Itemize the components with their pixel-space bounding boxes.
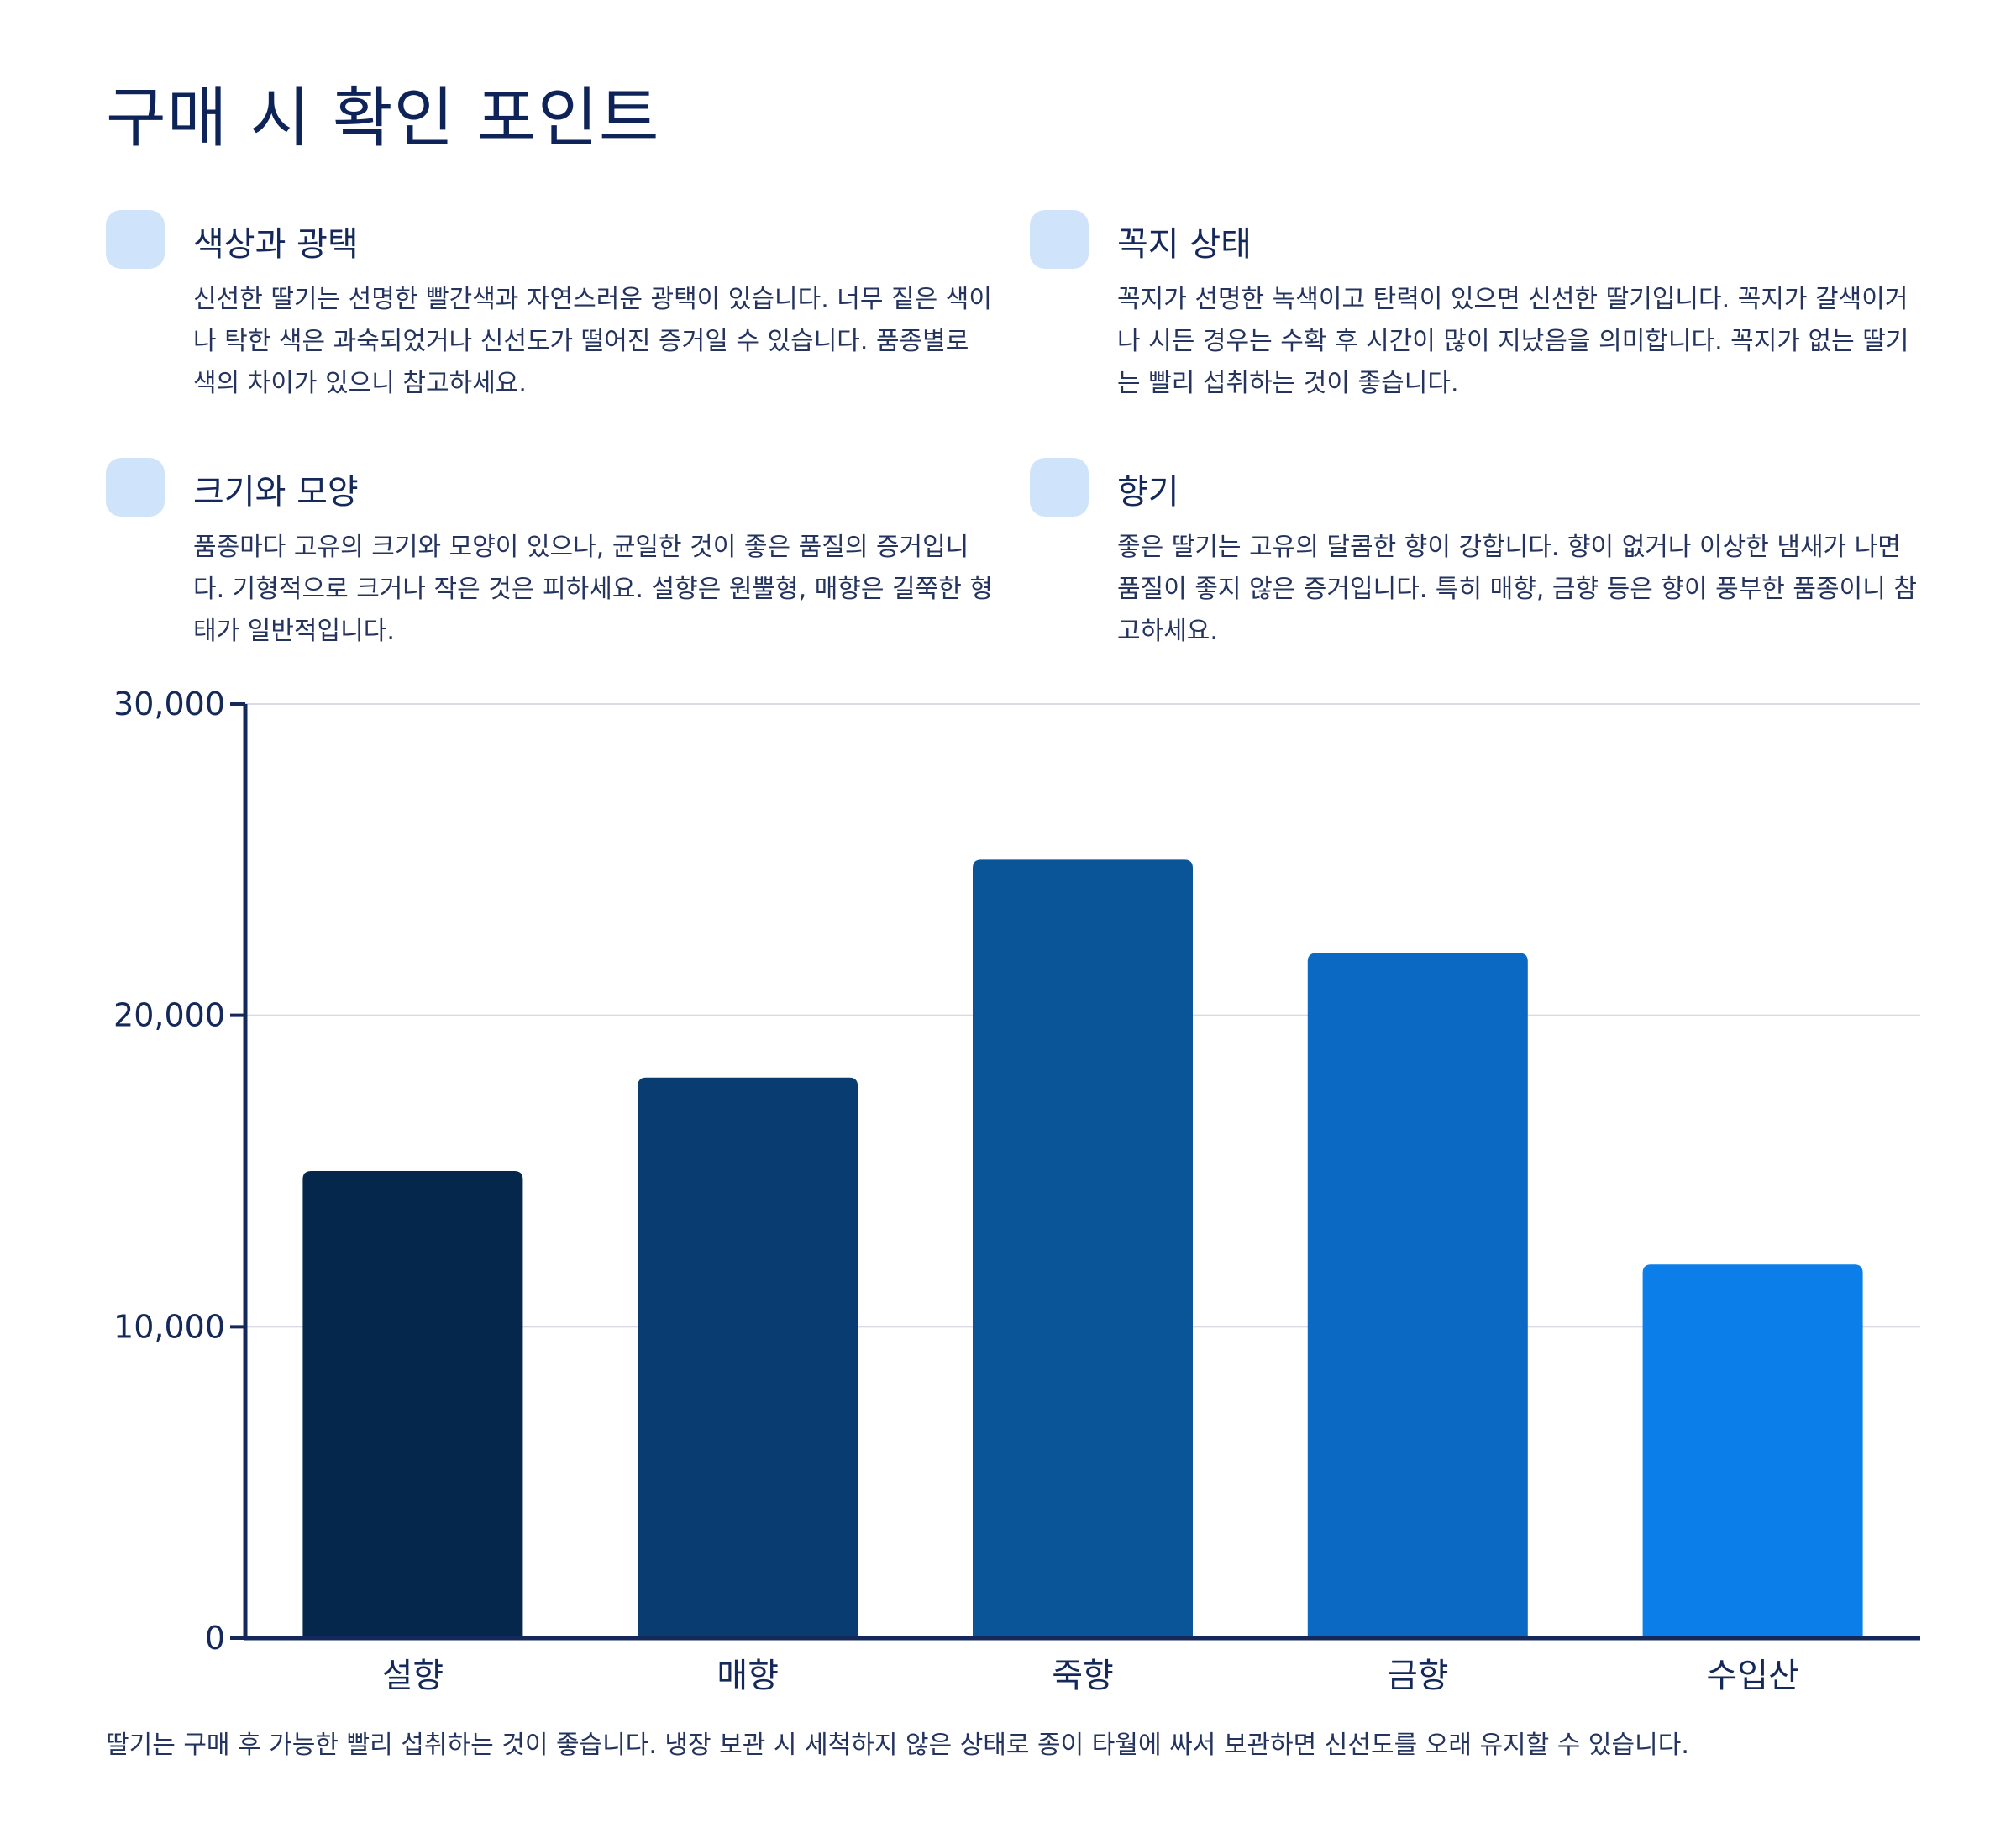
light-blue-square-icon bbox=[1030, 210, 1089, 269]
bar-5 bbox=[1642, 1264, 1863, 1638]
x-tick-label: 매향 bbox=[717, 1657, 779, 1695]
x-tick-label: 죽향 bbox=[1052, 1657, 1114, 1695]
y-tick-label: 20,000 bbox=[113, 997, 225, 1034]
tip-body: 신선한 딸기는 선명한 빨간색과 자연스러운 광택이 있습니다. 너무 짙은 색… bbox=[193, 285, 992, 398]
bar-2 bbox=[638, 1077, 858, 1638]
x-tick-label: 수입산 bbox=[1706, 1657, 1798, 1695]
page-title: 구매 시 확인 포인트 bbox=[106, 81, 660, 156]
light-blue-square-icon bbox=[106, 458, 165, 517]
tip-body: 좋은 딸기는 고유의 달콤한 향이 강합니다. 향이 없거나 이상한 냄새가 나… bbox=[1117, 533, 1917, 646]
tip-heading: 색상과 광택 bbox=[193, 225, 359, 264]
tip-body: 꼭지가 선명한 녹색이고 탄력이 있으면 신선한 딸기입니다. 꼭지가 갈색이거… bbox=[1117, 285, 1909, 398]
light-blue-square-icon bbox=[106, 210, 165, 269]
y-tick-label: 0 bbox=[205, 1620, 225, 1657]
footnote: 딸기는 구매 후 가능한 빨리 섭취하는 것이 좋습니다. 냉장 보관 시 세척… bbox=[106, 1731, 1689, 1760]
x-tick-label: 금향 bbox=[1387, 1657, 1449, 1695]
bar-4 bbox=[1307, 953, 1528, 1638]
bar-3 bbox=[973, 859, 1193, 1638]
tip-heading: 꼭지 상태 bbox=[1117, 225, 1252, 264]
x-tick-label: 설향 bbox=[382, 1657, 444, 1695]
tip-body: 품종마다 고유의 크기와 모양이 있으나, 균일한 것이 좋은 품질의 증거입니… bbox=[193, 533, 993, 646]
light-blue-square-icon bbox=[1030, 458, 1089, 517]
y-tick-label: 10,000 bbox=[113, 1308, 225, 1345]
tip-heading: 향기 bbox=[1117, 473, 1179, 512]
bar-1 bbox=[302, 1171, 523, 1638]
y-tick-label: 30,000 bbox=[113, 685, 225, 722]
bar-chart: 0 10,000 20,000 30,000 설향 매향 죽향 금향 수입산 bbox=[113, 685, 1920, 1695]
tip-heading: 크기와 모양 bbox=[193, 473, 359, 512]
